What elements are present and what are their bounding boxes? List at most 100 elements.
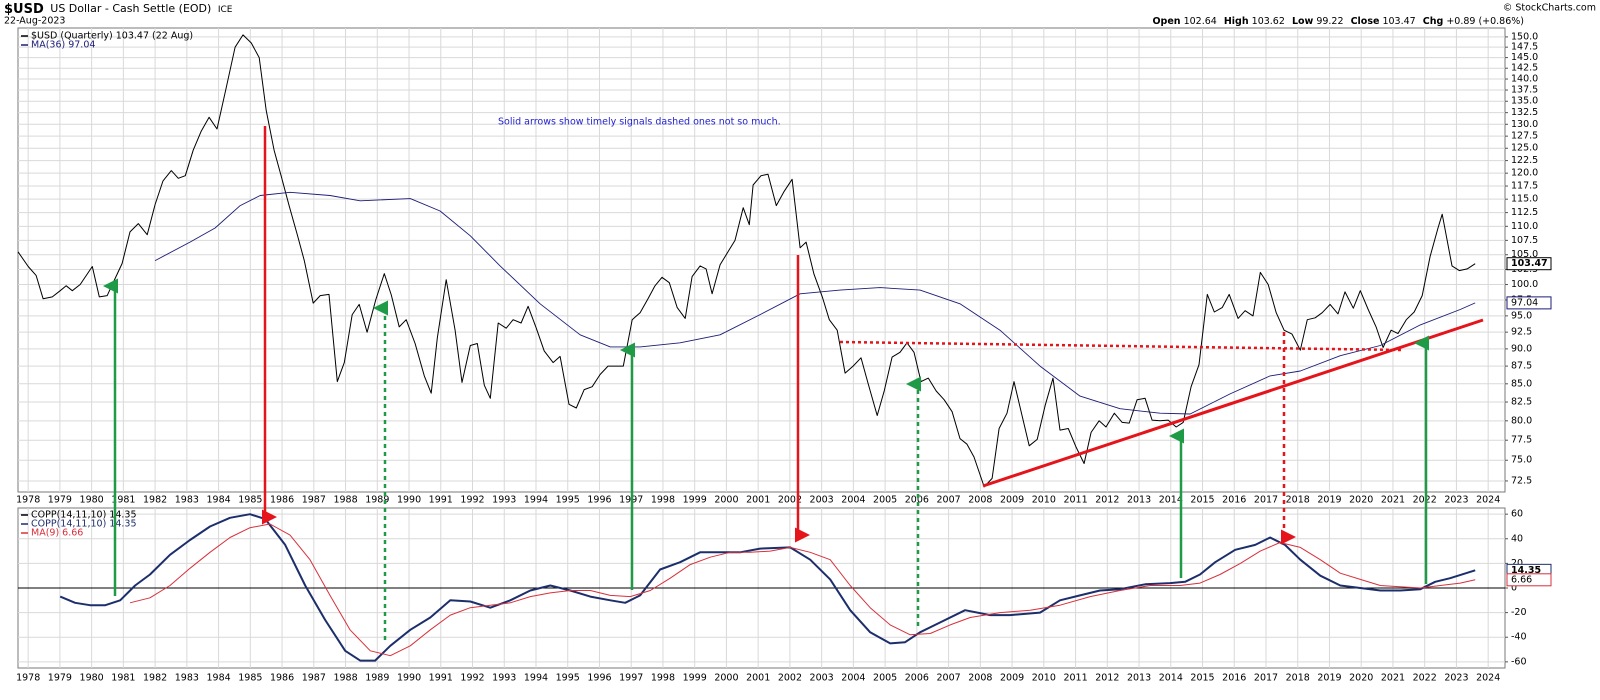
annotations: Solid arrows show timely signals dashed … bbox=[103, 117, 1484, 640]
x-tick-label: 1990 bbox=[397, 495, 421, 506]
x-tick-label: 2021 bbox=[1381, 495, 1405, 506]
header-line: $USD US Dollar - Cash Settle (EOD) ICE bbox=[4, 2, 233, 17]
resistance-line bbox=[839, 340, 1403, 352]
y-tick-label: 100.0 bbox=[1511, 279, 1538, 290]
y-tick-label: 92.5 bbox=[1511, 327, 1532, 338]
x-tick-label: 1985 bbox=[238, 673, 262, 684]
series-line bbox=[154, 191, 1476, 415]
panel bbox=[17, 27, 1506, 493]
x-tick-label: 2023 bbox=[1444, 495, 1468, 506]
x-tick-label: 2004 bbox=[841, 673, 865, 684]
value-badge bbox=[1506, 573, 1552, 587]
y-tick-label: -20 bbox=[1511, 607, 1527, 618]
y-tick-label: 145.0 bbox=[1511, 52, 1538, 63]
series-line bbox=[17, 34, 1476, 488]
x-tick-label: 1983 bbox=[175, 495, 199, 506]
x-tick-label: 1982 bbox=[143, 495, 167, 506]
x-tick-label: 2006 bbox=[905, 495, 929, 506]
y-tick-label: 60 bbox=[1511, 509, 1523, 520]
y-tick-label: 142.5 bbox=[1511, 63, 1538, 74]
x-tick-label: 1995 bbox=[556, 495, 580, 506]
x-tick-label: 2011 bbox=[1063, 673, 1087, 684]
value-badge bbox=[1506, 296, 1552, 310]
x-tick-label: 2024 bbox=[1476, 673, 1500, 684]
plot-area: 1978 1979 1980 1981 1982 1983 1984 1985 1986 1987… bbox=[16, 27, 1552, 684]
y-tick-label: 137.5 bbox=[1511, 85, 1538, 96]
x-tick-label: 1978 bbox=[16, 495, 40, 506]
x-tick-label: 2004 bbox=[841, 495, 865, 506]
x-tick-label: 1996 bbox=[587, 495, 611, 506]
quote-value: 102.64 bbox=[1184, 16, 1217, 27]
x-tick-label: 2010 bbox=[1032, 495, 1056, 506]
x-tick-label: 2014 bbox=[1159, 495, 1183, 506]
y-tick-label: 20 bbox=[1511, 558, 1523, 569]
x-tick-label: 1982 bbox=[143, 673, 167, 684]
x-tick-label: 1980 bbox=[80, 495, 104, 506]
copyright: © StockCharts.com bbox=[1503, 3, 1596, 14]
last-value-label: 103.47 bbox=[1511, 258, 1548, 269]
quote-value: 103.47 bbox=[1382, 16, 1415, 27]
y-tick-label: -60 bbox=[1511, 656, 1527, 667]
x-tick-label: 1996 bbox=[587, 673, 611, 684]
x-tick-label: 2012 bbox=[1095, 673, 1119, 684]
x-tick-label: 2001 bbox=[746, 495, 770, 506]
x-tick-label: 2008 bbox=[968, 495, 992, 506]
x-tick-label: 2022 bbox=[1413, 673, 1437, 684]
quote-label: Open bbox=[1152, 16, 1180, 27]
y-tick-label: 0 bbox=[1511, 583, 1517, 594]
x-tick-label: 2013 bbox=[1127, 673, 1151, 684]
x-tick-label: 1994 bbox=[524, 495, 548, 506]
x-tick-label: 1988 bbox=[333, 495, 357, 506]
y-tick-label: 110.0 bbox=[1511, 221, 1538, 232]
x-tick-label: 2020 bbox=[1349, 673, 1373, 684]
y-tick-label: 82.5 bbox=[1511, 397, 1532, 408]
x-tick-label: 1986 bbox=[270, 495, 294, 506]
x-tick-label: 1987 bbox=[302, 495, 326, 506]
x-tick-label: 1981 bbox=[111, 495, 135, 506]
y-tick-label: 95.0 bbox=[1511, 310, 1532, 321]
x-tick-label: 2001 bbox=[746, 673, 770, 684]
y-tick-label: 72.5 bbox=[1511, 475, 1532, 486]
symbol: $USD bbox=[4, 2, 44, 17]
quote-value: +0.89 (+0.86%) bbox=[1446, 16, 1524, 27]
x-tick-label: 2008 bbox=[968, 673, 992, 684]
y-tick-label: -40 bbox=[1511, 632, 1527, 643]
x-tick-label: 1998 bbox=[651, 495, 675, 506]
x-tick-label: 1978 bbox=[16, 673, 40, 684]
x-tick-label: 1985 bbox=[238, 495, 262, 506]
x-tick-label: 1990 bbox=[397, 673, 421, 684]
x-tick-label: 2018 bbox=[1286, 495, 1310, 506]
x-tick-label: 1984 bbox=[207, 495, 231, 506]
y-tick-label: 120.0 bbox=[1511, 168, 1538, 179]
y-tick-label: 132.5 bbox=[1511, 107, 1538, 118]
last-value-label: 14.35 bbox=[1511, 565, 1541, 576]
x-tick-label: 1999 bbox=[683, 673, 707, 684]
y-tick-label: 90.0 bbox=[1511, 343, 1532, 354]
y-tick-label: 117.5 bbox=[1511, 181, 1538, 192]
y-tick-label: 122.5 bbox=[1511, 155, 1538, 166]
y-tick-label: 112.5 bbox=[1511, 207, 1538, 218]
x-tick-label: 1991 bbox=[429, 673, 453, 684]
y-tick-label: 130.0 bbox=[1511, 119, 1538, 130]
exchange: ICE bbox=[218, 5, 233, 15]
x-tick-label: 2002 bbox=[778, 495, 802, 506]
x-tick-label: 2018 bbox=[1286, 673, 1310, 684]
x-tick-label: 1992 bbox=[460, 673, 484, 684]
x-tick-label: 1980 bbox=[80, 673, 104, 684]
last-value-label: 97.04 bbox=[1511, 297, 1538, 308]
quote-label: High bbox=[1224, 16, 1249, 27]
annotation-text: Solid arrows show timely signals dashed … bbox=[498, 117, 781, 128]
quote-label: Chg bbox=[1423, 16, 1444, 27]
x-tick-label: 2005 bbox=[873, 673, 897, 684]
y-tick-label: 107.5 bbox=[1511, 235, 1538, 246]
x-tick-label: 1979 bbox=[48, 495, 72, 506]
x-tick-label: 2006 bbox=[905, 673, 929, 684]
x-tick-label: 1993 bbox=[492, 673, 516, 684]
x-tick-label: 2002 bbox=[778, 673, 802, 684]
y-tick-label: 85.0 bbox=[1511, 378, 1532, 389]
y-tick-label: 77.5 bbox=[1511, 435, 1532, 446]
x-tick-label: 1992 bbox=[460, 495, 484, 506]
x-tick-label: 1995 bbox=[556, 673, 580, 684]
